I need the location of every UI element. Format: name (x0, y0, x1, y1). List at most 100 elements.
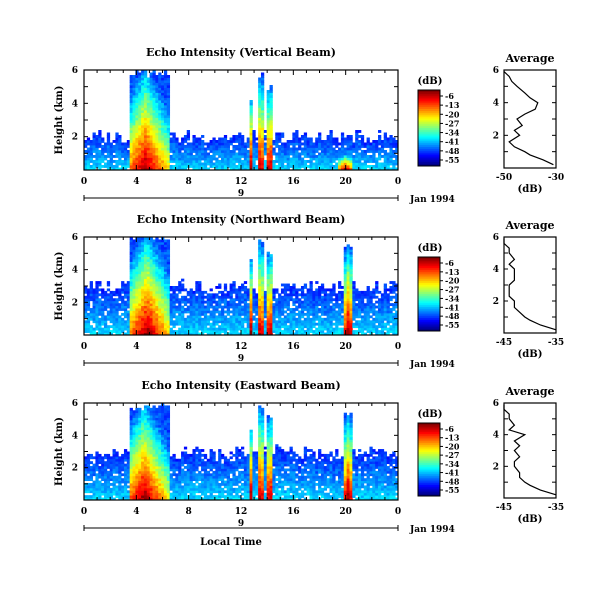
heatmap-cell (192, 145, 196, 148)
heatmap-cell (146, 120, 151, 123)
heatmap-cell (163, 244, 168, 248)
heatmap-cell (309, 295, 313, 299)
heatmap-cell (152, 266, 156, 270)
heatmap-cell (183, 330, 188, 333)
heatmap-cell (178, 155, 182, 158)
heatmap-cell (255, 157, 259, 161)
heatmap-cell (241, 300, 245, 304)
heatmap-cell (260, 155, 265, 158)
heatmap-cell (232, 152, 236, 156)
heatmap-cell (295, 135, 299, 138)
heatmap-cell (195, 317, 199, 321)
heatmap-cell (126, 142, 131, 146)
heatmap-cell (138, 417, 142, 421)
heatmap-cell (209, 298, 213, 302)
heatmap-cell (229, 290, 233, 294)
heatmap-cell (143, 263, 148, 267)
heatmap-cell (298, 147, 302, 151)
heatmap-cell (92, 480, 96, 484)
heatmap-cell (221, 142, 225, 146)
heatmap-cell (129, 415, 133, 418)
heatmap-cell (155, 310, 159, 314)
heatmap-cell (326, 300, 330, 304)
heatmap-cell (149, 105, 153, 108)
heatmap-cell (258, 132, 262, 136)
heatmap-cell (295, 295, 299, 299)
heatmap-cell (229, 142, 233, 146)
heatmap-cell (346, 278, 350, 282)
heatmap-cell (152, 140, 156, 143)
heatmap-cell (258, 162, 262, 166)
heatmap-cell (186, 135, 191, 138)
heatmap-cell (232, 288, 236, 292)
heatmap-cell (215, 317, 219, 321)
heatmap-cell (389, 152, 393, 156)
heatmap-cell (235, 315, 239, 319)
heatmap-cell (143, 72, 148, 76)
heatmap-cell (149, 263, 153, 267)
heatmap-cell (218, 330, 222, 333)
heatmap-cell (89, 466, 93, 469)
heatmap-cell (346, 320, 350, 324)
heatmap-cell (286, 142, 290, 146)
heatmap-cell (155, 120, 159, 123)
heatmap-cell (135, 495, 139, 498)
heatmap-cell (129, 288, 133, 292)
heatmap-cell (263, 300, 268, 304)
heatmap-cell (329, 155, 333, 158)
heatmap-cell (84, 167, 88, 171)
heatmap-cell (195, 137, 199, 141)
heatmap-cell (363, 308, 367, 311)
heatmap-cell (98, 483, 102, 486)
heatmap-cell (115, 147, 119, 151)
heatmap-cell (278, 305, 282, 309)
heatmap-cell (183, 140, 188, 143)
heatmap-cell (355, 288, 359, 292)
heatmap-cell (143, 268, 148, 272)
heatmap-cell (135, 278, 139, 282)
heatmap-cell (129, 137, 133, 141)
heatmap-cell (138, 485, 142, 489)
heatmap-cell (141, 456, 145, 460)
colorbar-segment (418, 266, 440, 269)
heatmap-cell (226, 145, 230, 148)
heatmap-cell (383, 288, 387, 292)
heatmap-cell (292, 288, 296, 292)
heatmap-cell (323, 150, 328, 153)
heatmap-cell (375, 305, 379, 309)
heatmap-cell (246, 305, 250, 309)
heatmap-cell (260, 97, 265, 101)
heatmap-cell (306, 293, 310, 297)
heatmap-cell (138, 480, 142, 484)
heatmap-cell (223, 315, 228, 319)
heatmap-cell (218, 165, 222, 168)
heatmap-cell (109, 332, 113, 336)
heatmap-cell (375, 142, 379, 146)
heatmap-cell (155, 322, 159, 326)
heatmap-cell (86, 317, 91, 321)
heatmap-cell (95, 283, 99, 287)
heatmap-cell (152, 310, 156, 314)
heatmap-cell (332, 310, 336, 314)
heatmap-cell (89, 478, 93, 481)
heatmap-cell (258, 259, 262, 262)
heatmap-cell (258, 135, 262, 138)
heatmap-cell (343, 147, 348, 151)
heatmap-cell (352, 315, 356, 319)
heatmap-cell (349, 145, 353, 148)
heatmap-cell (266, 254, 270, 257)
heatmap-cell (195, 325, 199, 329)
colorbar-segment (418, 264, 440, 267)
heatmap-cell (141, 125, 145, 128)
heatmap-cell (298, 330, 302, 333)
heatmap-cell (92, 150, 96, 153)
heatmap-cell (263, 135, 268, 138)
colorbar-segment (418, 294, 440, 297)
heatmap-cell (95, 312, 99, 316)
heatmap-cell (218, 295, 222, 299)
heatmap-cell (123, 492, 128, 496)
heatmap-cell (172, 155, 176, 158)
heatmap-cell (275, 322, 279, 326)
heatmap-cell (163, 276, 168, 280)
heatmap-cell (169, 167, 173, 171)
